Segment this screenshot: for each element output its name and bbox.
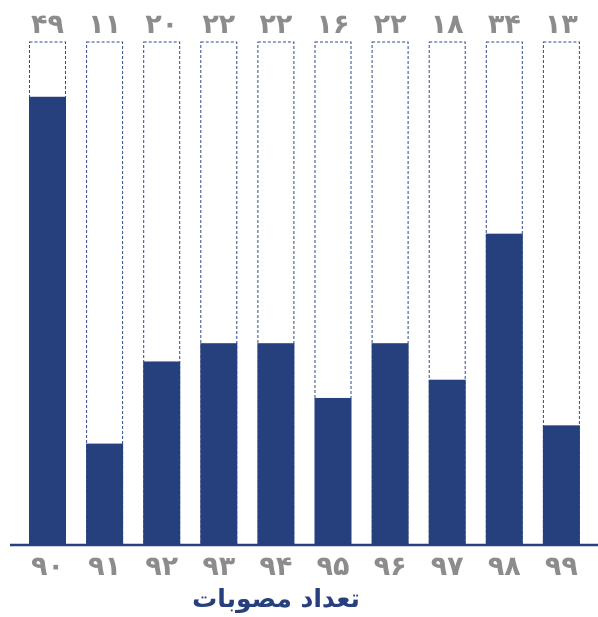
value-label-0: ۴۹ — [31, 9, 64, 40]
value-label-2: ۲۰ — [145, 9, 178, 40]
bar-5 — [314, 397, 352, 544]
value-label-6: ۲۲ — [374, 9, 407, 40]
value-label-4: ۲۲ — [259, 9, 292, 40]
x-tick-label-8: ۹۸ — [488, 551, 521, 582]
plot-area: ۴۹ ۹۰ ۱۱ ۹۱ ۲۰ ۹۲ ۲۲ ۹۳ ۲۲ ۹۴ ۱۶ ۹۵ ۲۲ ۹۶ ۱۸ ۹۷ ۳۴ ۹۸ ۱۳ ۹۹ — [29, 9, 580, 582]
bar-9 — [542, 425, 580, 544]
value-label-8: ۳۴ — [488, 9, 521, 40]
bar-3 — [200, 343, 238, 544]
x-axis-title: تعداد مصوبات — [192, 584, 360, 613]
bar-1 — [86, 443, 124, 544]
x-tick-label-9: ۹۹ — [545, 551, 578, 582]
x-tick-label-4: ۹۴ — [259, 551, 292, 582]
value-label-5: ۱۶ — [317, 9, 350, 40]
x-tick-label-1: ۹۱ — [88, 551, 121, 582]
bar-4 — [257, 343, 295, 544]
bar-2 — [143, 361, 181, 544]
value-label-1: ۱۱ — [88, 9, 121, 40]
x-tick-label-2: ۹۲ — [145, 551, 178, 582]
value-label-3: ۲۲ — [202, 9, 235, 40]
x-tick-label-6: ۹۶ — [374, 551, 407, 582]
x-tick-label-3: ۹۳ — [202, 551, 235, 582]
bar-6 — [371, 343, 409, 544]
value-label-9: ۱۳ — [545, 9, 578, 40]
x-tick-label-7: ۹۷ — [431, 551, 464, 582]
x-tick-label-5: ۹۵ — [317, 551, 350, 582]
x-tick-label-0: ۹۰ — [31, 551, 64, 582]
value-label-7: ۱۸ — [431, 9, 464, 40]
bar-0 — [29, 96, 66, 544]
bar-8 — [485, 233, 523, 544]
bar-7 — [428, 379, 466, 544]
